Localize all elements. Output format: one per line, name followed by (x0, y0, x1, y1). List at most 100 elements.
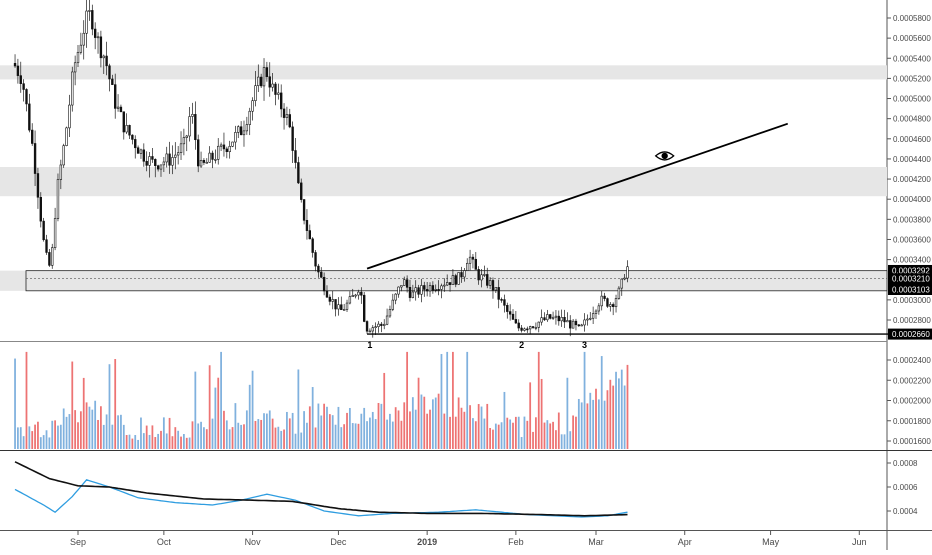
volume-bar (348, 408, 351, 449)
candle-up (488, 280, 492, 286)
candle-down (114, 84, 117, 109)
candle-down (380, 323, 383, 326)
candle-down (317, 265, 320, 273)
candle-up (251, 100, 254, 112)
candle-up (617, 287, 621, 299)
volume-bar (280, 430, 283, 449)
candle-up (534, 327, 538, 329)
volume-bar (626, 364, 629, 449)
candle-down (225, 148, 229, 153)
candle-up (600, 295, 603, 307)
volume-bar (337, 406, 340, 449)
candle-up (205, 161, 208, 164)
eye-pupil (661, 152, 668, 160)
volume-bar (217, 377, 220, 449)
indicator-tick-label: 0.0006 (893, 483, 918, 492)
volume-bar (377, 402, 380, 449)
candle-up (554, 315, 558, 318)
candle-up (82, 32, 85, 46)
volume-bar (600, 356, 603, 449)
volume-bar (203, 427, 205, 449)
candle-down (91, 10, 94, 30)
volume-bar (240, 424, 243, 449)
volume-bar (569, 431, 572, 449)
candle-down (603, 295, 606, 299)
volume-bar (105, 414, 108, 449)
candle-down (511, 313, 515, 320)
volume-bar (177, 430, 180, 449)
candle-up (102, 55, 105, 59)
candle-up (171, 157, 174, 166)
candle-up (368, 330, 372, 333)
volume-bar (612, 385, 615, 449)
volume-bar (443, 413, 446, 449)
candle-up (560, 317, 563, 322)
volume-bar (354, 423, 357, 449)
volume-bar (303, 411, 305, 449)
price-badge (888, 283, 932, 295)
candle-down (328, 296, 332, 302)
candle-down (19, 75, 22, 84)
candle-up (331, 299, 334, 302)
price-tick-label: 0.0004000 (893, 195, 931, 204)
candle-down (31, 129, 34, 144)
volume-bar (37, 421, 39, 449)
volume-bar (137, 439, 139, 449)
candle-down (474, 258, 477, 270)
volume-bar (237, 422, 240, 449)
candle-down (557, 315, 560, 322)
volume-bar (440, 354, 443, 449)
candle-up (391, 299, 394, 310)
volume-bar (469, 405, 471, 449)
volume-bar (497, 424, 500, 449)
candle-up (217, 145, 220, 160)
volume-bar (523, 416, 526, 449)
indicator-tick-label: 0.0008 (893, 459, 918, 468)
volume-bar (397, 410, 400, 449)
candle-up (176, 152, 180, 156)
candle-down (197, 139, 200, 167)
candle-up (277, 92, 280, 95)
candle-up (56, 179, 60, 219)
candle-up (348, 296, 352, 304)
volume-bar (283, 429, 285, 449)
candle-down (259, 76, 263, 87)
price-badge-label: 0.0003210 (892, 275, 930, 284)
volume-bar (514, 416, 517, 449)
candle-up (466, 262, 469, 271)
candle-up (571, 320, 575, 329)
volume-bar (185, 437, 188, 449)
volume-bar (142, 433, 145, 449)
candle-down (363, 294, 366, 322)
candle-down (297, 162, 300, 184)
candle-up (73, 62, 77, 73)
price-badge-label: 0.0002660 (892, 330, 930, 339)
volume-bar (340, 427, 343, 449)
price-badge (888, 264, 932, 276)
volume-bar (371, 411, 374, 449)
volume-bar (294, 433, 297, 449)
candle-up (159, 164, 163, 170)
candle-down (574, 320, 578, 326)
volume-bar (620, 369, 623, 449)
candle-up (397, 286, 400, 295)
volume-bar (54, 420, 56, 449)
candle-up (139, 149, 143, 154)
candle-down (460, 272, 463, 278)
volume-bar (234, 403, 237, 449)
pattern-label-3: 3 (582, 340, 587, 350)
volume-bar (431, 399, 434, 449)
volume-bar (286, 411, 288, 449)
volume-bar (14, 358, 16, 449)
candle-up (494, 287, 498, 291)
volume-bar (537, 351, 540, 449)
candle-up (371, 327, 374, 332)
volume-bar (506, 417, 509, 449)
candle-up (480, 274, 483, 281)
volume-bar (535, 417, 537, 449)
volume-bar (306, 422, 308, 449)
volume-bar (97, 419, 99, 449)
volume-bar (128, 434, 131, 449)
